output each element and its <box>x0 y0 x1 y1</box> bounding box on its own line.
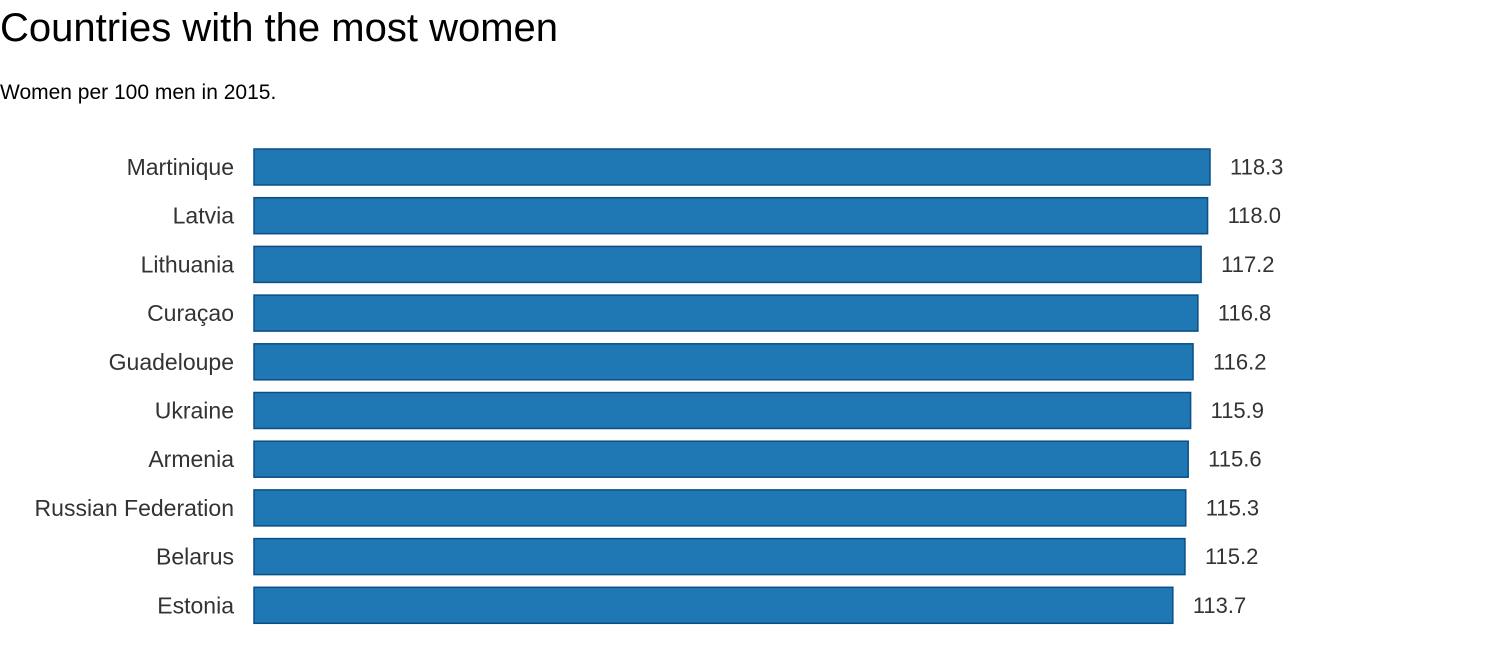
value-label: 115.2 <box>1205 544 1258 569</box>
value-label: 115.3 <box>1206 495 1259 520</box>
bar <box>253 586 1174 625</box>
category-label: Curaçao <box>147 300 234 326</box>
category-label: Belarus <box>156 544 234 570</box>
chart-title: Countries with the most women <box>0 6 559 50</box>
category-label: Martinique <box>127 154 234 180</box>
value-labels: 118.3 118.0 117.2 116.8 116.2 115.9 115.6 115.3… <box>1193 155 1284 618</box>
value-label: 116.8 <box>1218 301 1271 326</box>
category-label: Guadeloupe <box>109 349 234 375</box>
bar <box>253 343 1194 381</box>
value-label: 117.2 <box>1221 252 1274 277</box>
value-label: 115.6 <box>1208 447 1261 472</box>
bar <box>253 440 1189 478</box>
category-label: Estonia <box>157 592 234 618</box>
bar <box>253 148 1211 186</box>
category-label: Lithuania <box>141 251 235 277</box>
bar <box>253 294 1199 332</box>
category-label: Latvia <box>173 203 235 229</box>
value-label: 115.9 <box>1211 398 1264 423</box>
category-labels: Martinique Latvia Lithuania Curaçao Guadelou… <box>35 154 235 618</box>
chart-subtitle: Women per 100 men in 2015. <box>0 81 277 104</box>
category-label: Armenia <box>148 446 234 472</box>
category-label: Ukraine <box>155 398 234 424</box>
bar <box>253 196 1209 235</box>
bar <box>253 537 1186 576</box>
bar <box>253 489 1187 527</box>
value-label: 116.2 <box>1213 349 1266 374</box>
bar <box>253 245 1202 284</box>
value-label: 118.0 <box>1228 203 1281 228</box>
bars-layer <box>253 148 1211 625</box>
value-label: 113.7 <box>1193 593 1246 618</box>
bar <box>253 391 1192 430</box>
category-label: Russian Federation <box>35 495 234 521</box>
value-label: 118.3 <box>1230 155 1283 180</box>
